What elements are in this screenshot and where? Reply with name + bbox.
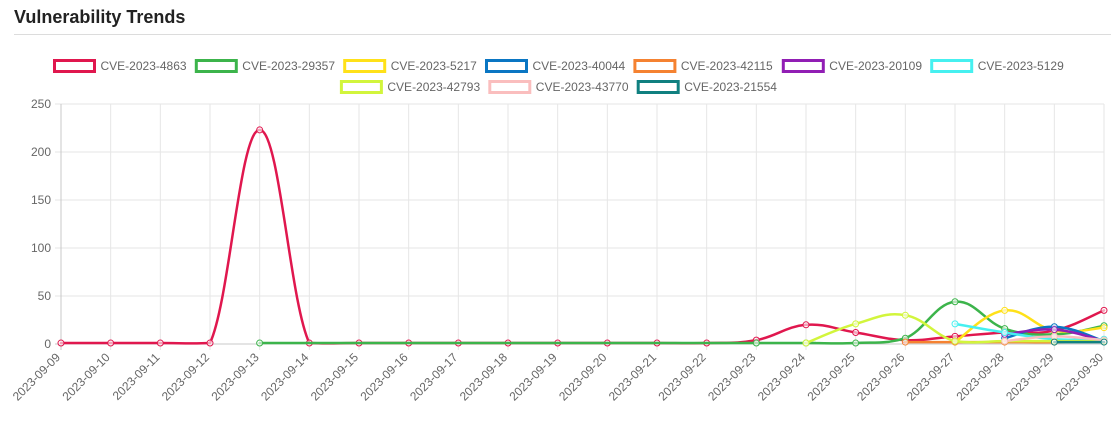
data-point-CVE-2023-29357	[752, 339, 760, 347]
x-tick-label: 2023-09-20	[556, 350, 610, 404]
data-point-CVE-2023-29357	[951, 298, 959, 306]
x-tick-label: 2023-09-22	[655, 350, 709, 404]
x-tick-label: 2023-09-16	[357, 350, 411, 404]
x-tick-label: 2023-09-09	[10, 350, 64, 404]
legend-label: CVE-2023-29357	[242, 59, 335, 73]
data-point-CVE-2023-5217	[1100, 324, 1108, 332]
data-point-CVE-2023-21554	[1100, 338, 1108, 346]
legend-swatch	[485, 59, 528, 73]
legend-label: CVE-2023-42793	[387, 80, 480, 94]
x-tick-label: 2023-09-21	[606, 350, 660, 404]
x-tick-label: 2023-09-27	[904, 350, 958, 404]
x-tick-label: 2023-09-29	[1003, 350, 1057, 404]
data-point-CVE-2023-42793	[802, 339, 810, 347]
x-tick-label: 2023-09-10	[59, 350, 113, 404]
data-point-CVE-2023-42793	[951, 337, 959, 345]
series-line-CVE-2023-4863	[59, 128, 1106, 345]
x-tick-label: 2023-09-28	[953, 350, 1007, 404]
data-point-CVE-2023-21554	[1050, 338, 1058, 346]
legend-swatch	[343, 59, 387, 73]
legend-label: CVE-2023-5129	[978, 59, 1064, 73]
legend-label: CVE-2023-40044	[533, 59, 626, 73]
legend-swatch	[930, 59, 974, 73]
legend-swatch	[339, 80, 383, 94]
legend-swatch	[633, 59, 677, 73]
data-point-CVE-2023-29357	[852, 339, 860, 347]
legend-swatch	[53, 59, 96, 73]
legend-label: CVE-2023-4863	[101, 59, 187, 73]
legend-swatch	[636, 80, 680, 94]
data-point-CVE-2023-43770	[1001, 337, 1009, 345]
x-tick-label: 2023-09-13	[208, 350, 262, 404]
data-point-CVE-2023-4863	[57, 339, 65, 347]
x-tick-label: 2023-09-12	[159, 350, 213, 404]
data-point-CVE-2023-42115	[901, 338, 909, 346]
y-tick-label: 150	[31, 193, 51, 207]
data-point-CVE-2023-4863	[256, 126, 264, 134]
x-tick-label: 2023-09-11	[110, 350, 163, 403]
data-point-CVE-2023-4863	[156, 339, 164, 347]
legend-label: CVE-2023-5217	[391, 59, 477, 73]
x-tick-label: 2023-09-30	[1053, 350, 1107, 404]
x-tick-label: 2023-09-24	[755, 350, 809, 404]
legend-label: CVE-2023-20109	[829, 59, 922, 73]
x-tick-label: 2023-09-19	[506, 350, 560, 404]
x-tick-label: 2023-09-15	[308, 350, 362, 404]
data-point-CVE-2023-4863	[206, 339, 214, 347]
data-point-CVE-2023-5129	[1001, 328, 1009, 336]
x-tick-label: 2023-09-25	[804, 350, 858, 404]
x-tick-label: 2023-09-14	[258, 350, 312, 404]
series-line-CVE-2023-5129	[953, 322, 1106, 342]
legend-swatch	[488, 80, 532, 94]
legend-label: CVE-2023-21554	[684, 80, 777, 94]
x-tick-label: 2023-09-23	[705, 350, 759, 404]
y-tick-label: 250	[31, 97, 51, 111]
data-point-CVE-2023-5129	[951, 320, 959, 328]
data-point-CVE-2023-4863	[1100, 306, 1108, 314]
y-tick-label: 100	[31, 241, 51, 255]
x-tick-label: 2023-09-18	[457, 350, 511, 404]
legend-swatch	[781, 59, 825, 73]
x-tick-label: 2023-09-26	[854, 350, 908, 404]
data-point-CVE-2023-42793	[852, 320, 860, 328]
data-point-CVE-2023-5217	[1001, 306, 1009, 314]
legend-swatch	[194, 59, 238, 73]
data-point-CVE-2023-42793	[901, 311, 909, 319]
title-divider	[14, 34, 1111, 35]
series-line-CVE-2023-5217	[953, 309, 1106, 344]
x-tick-label: 2023-09-17	[407, 350, 461, 404]
legend-label: CVE-2023-43770	[536, 80, 629, 94]
y-tick-label: 50	[38, 289, 52, 303]
data-point-CVE-2023-4863	[107, 339, 115, 347]
data-point-CVE-2023-43770	[1050, 332, 1058, 340]
legend-label: CVE-2023-42115	[681, 59, 773, 73]
y-tick-label: 200	[31, 145, 51, 159]
data-point-CVE-2023-20109	[1050, 326, 1058, 334]
data-point-CVE-2023-29357	[256, 339, 264, 347]
y-tick-label: 0	[44, 337, 51, 351]
data-point-CVE-2023-4863	[852, 328, 860, 336]
data-point-CVE-2023-4863	[802, 321, 810, 329]
page-title: Vulnerability Trends	[14, 7, 186, 27]
